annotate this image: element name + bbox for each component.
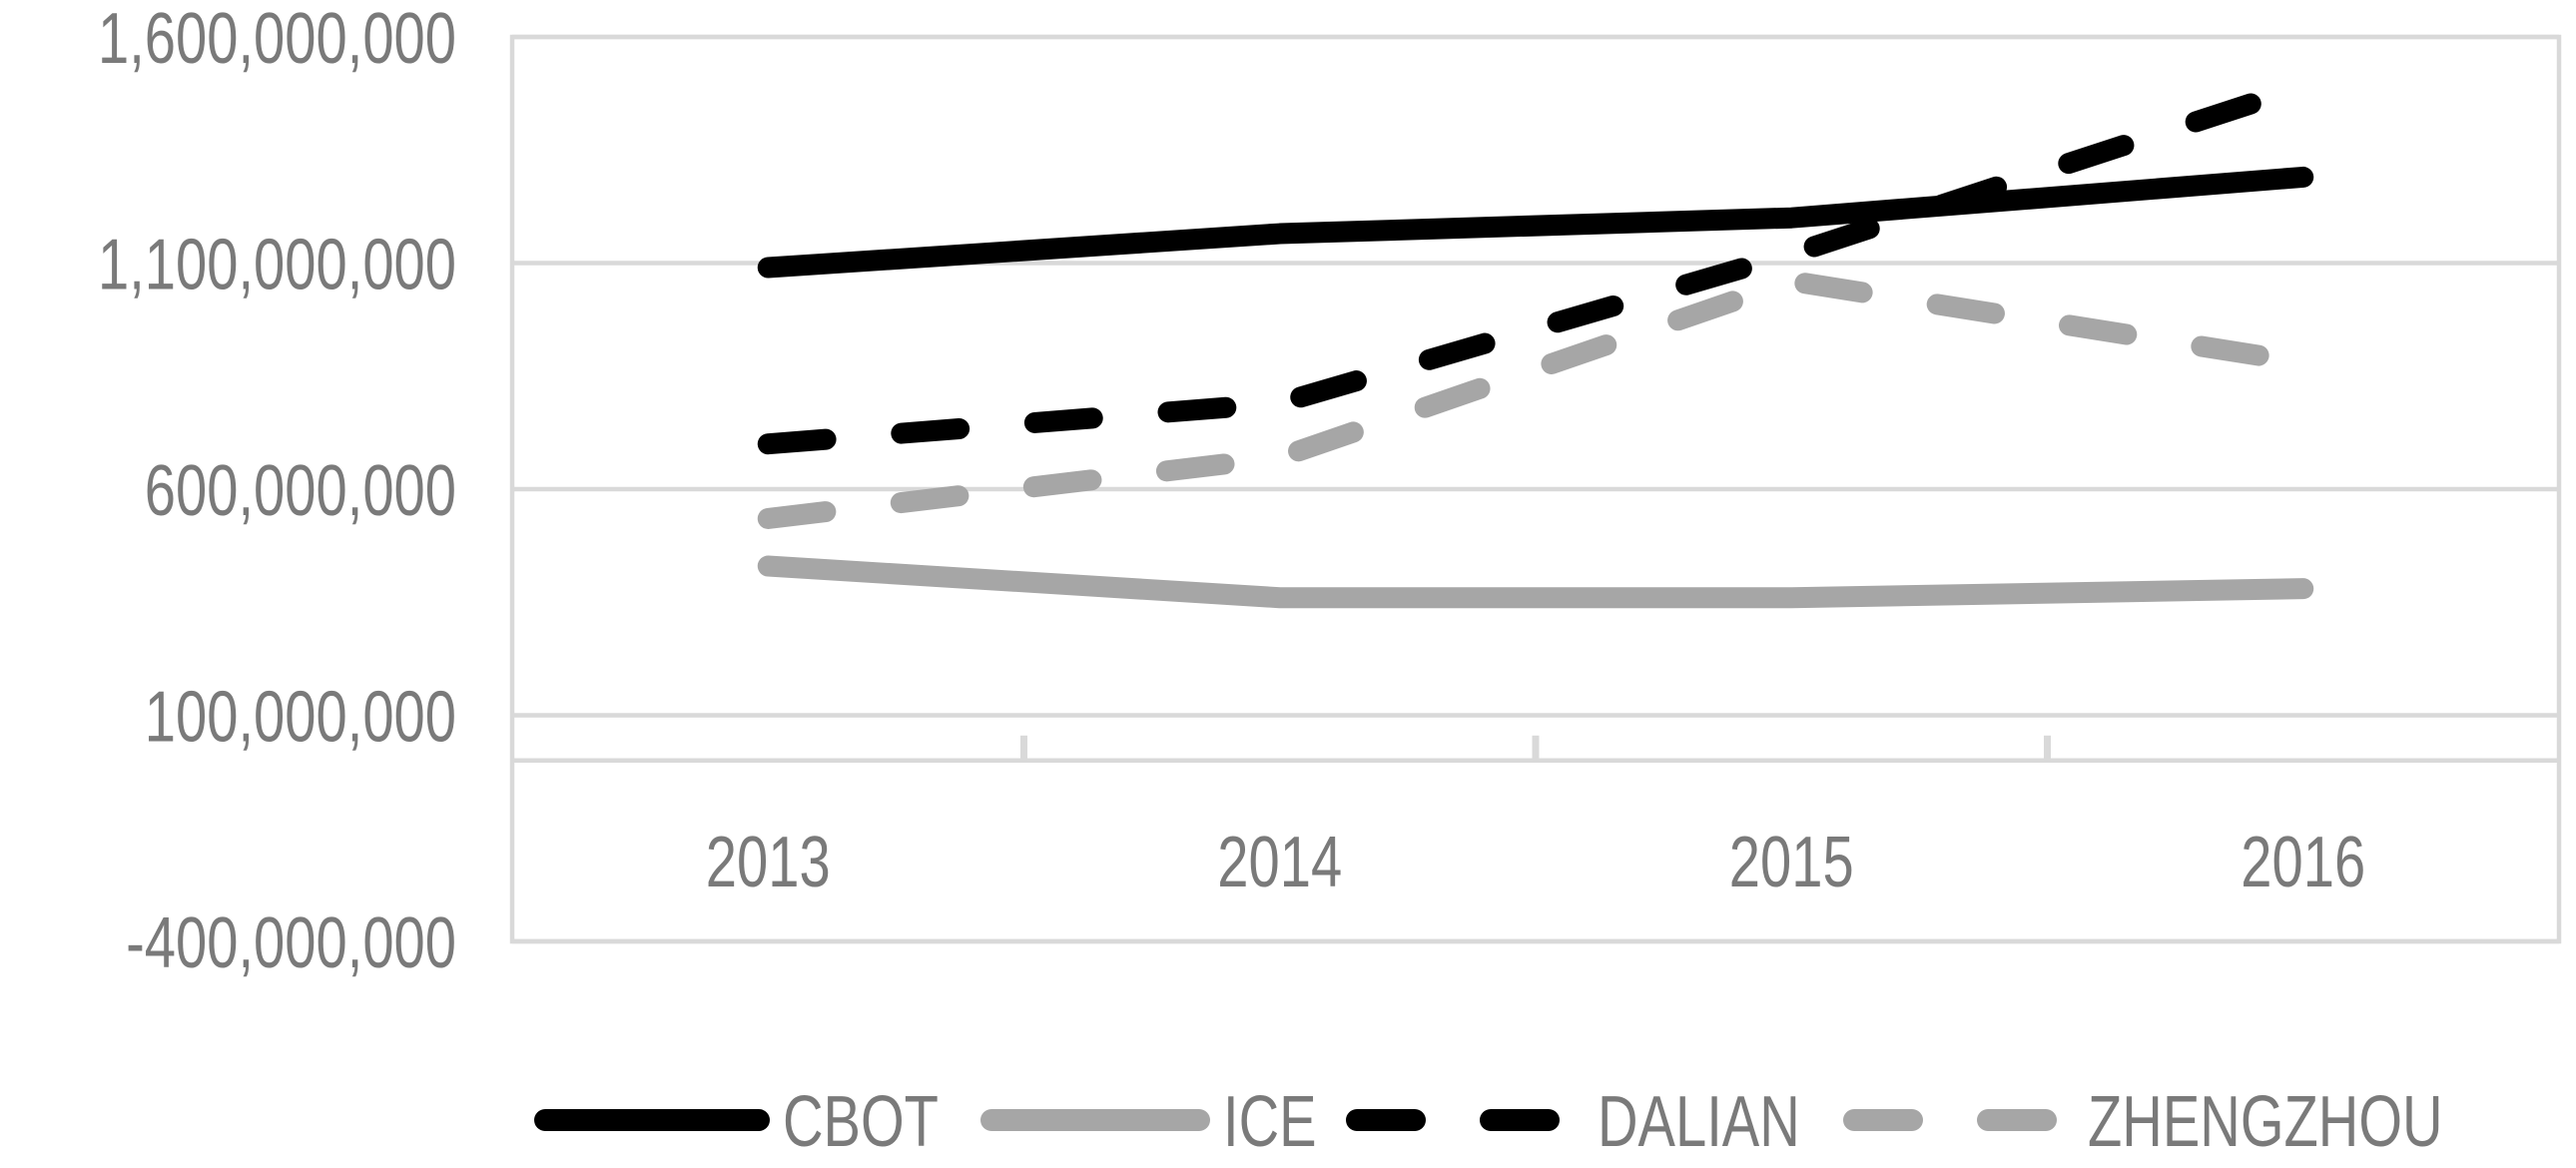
x-axis-label: 2016: [2241, 822, 2365, 901]
series-line-ice[interactable]: [757, 555, 2314, 609]
series-lines: [757, 76, 2314, 609]
plot-area-border: [509, 34, 2562, 944]
x-axis-labels: 2013 2014 2015 2016: [706, 822, 2365, 901]
legend-label[interactable]: DALIAN: [1598, 1081, 1800, 1161]
x-axis-label: 2013: [706, 822, 831, 901]
series-line-dalian[interactable]: [757, 76, 2314, 455]
x-axis-label: 2015: [1729, 822, 1854, 901]
series-line-zhengzhou[interactable]: [757, 271, 2314, 529]
y-axis-label: 1,100,000,000: [98, 225, 456, 304]
legend-label[interactable]: CBOT: [783, 1081, 939, 1161]
y-axis-labels: 1,600,000,000 1,100,000,000 600,000,000 100…: [98, 0, 456, 983]
y-axis-label: 600,000,000: [145, 450, 456, 530]
x-axis-label: 2014: [1217, 822, 1342, 901]
y-axis-label: -400,000,000: [126, 902, 456, 982]
legend-item-ice[interactable]: ICE: [980, 1081, 1317, 1162]
y-axis-label: 100,000,000: [145, 677, 456, 757]
legend-label[interactable]: ZHENGZHOU: [2088, 1081, 2443, 1161]
y-axis-label: 1,600,000,000: [98, 0, 456, 79]
legend-item-cbot[interactable]: CBOT: [534, 1081, 939, 1162]
legend: CBOT ICE DALIAN ZHENGZHOU: [534, 1081, 2443, 1162]
series-line-cbot[interactable]: [757, 166, 2314, 279]
x-axis-ticks: [1020, 735, 2051, 761]
legend-item-zhengzhou[interactable]: ZHENGZHOU: [1843, 1081, 2443, 1162]
legend-label[interactable]: ICE: [1223, 1081, 1317, 1161]
legend-item-dalian[interactable]: DALIAN: [1346, 1081, 1800, 1162]
